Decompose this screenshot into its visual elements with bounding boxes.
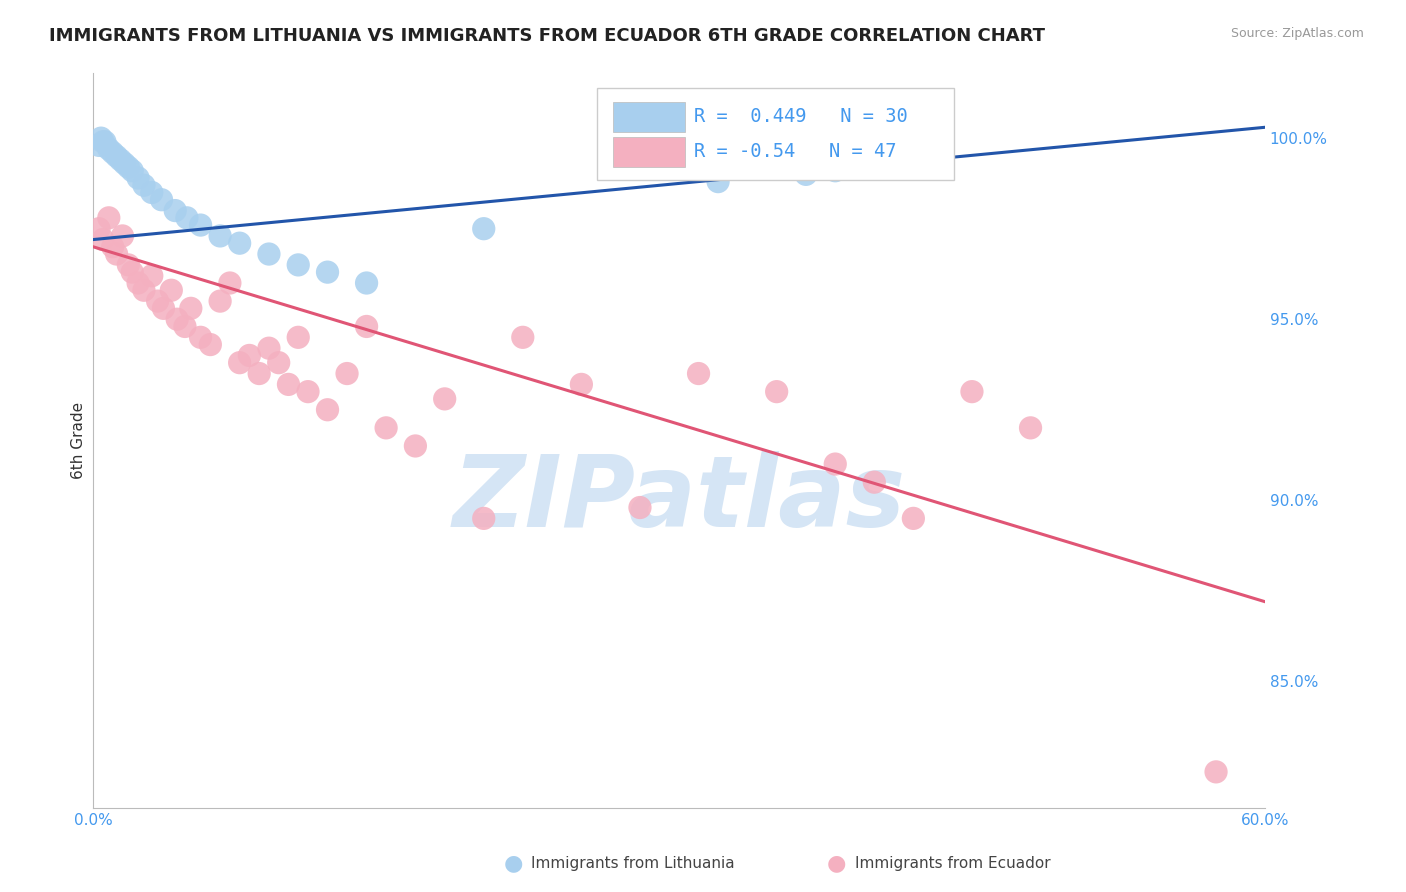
Point (141, 186, 163, 200)
Point (228, 356, 250, 370)
Point (707, 175, 730, 189)
Point (152, 301, 174, 316)
Point (146, 294, 169, 309)
Point (903, 511, 925, 525)
Point (87, 138, 110, 153)
Point (97, 211, 120, 225)
Point (824, 457, 846, 471)
Point (209, 228, 232, 243)
Point (127, 171, 149, 186)
Point (277, 377, 299, 392)
Point (863, 156, 886, 170)
Point (218, 276, 240, 290)
Point (160, 283, 183, 297)
FancyBboxPatch shape (613, 102, 685, 132)
Point (127, 276, 149, 290)
Point (121, 163, 143, 178)
Point (112, 156, 135, 170)
Point (247, 367, 270, 381)
Point (1019, 421, 1042, 435)
Point (97, 142, 120, 156)
Point (433, 392, 456, 406)
Point (356, 276, 378, 290)
Point (111, 228, 134, 243)
Point (316, 265, 339, 279)
Point (257, 247, 280, 261)
Point (91, 233, 114, 247)
Point (110, 153, 132, 167)
Point (101, 240, 124, 254)
Point (375, 421, 398, 435)
Point (141, 268, 163, 283)
Point (190, 218, 212, 232)
Text: ●: ● (503, 854, 523, 873)
Point (512, 330, 534, 344)
Point (765, 384, 787, 399)
Text: ●: ● (827, 854, 846, 873)
Point (94, 135, 117, 149)
Point (105, 149, 128, 163)
Text: ZIPatlas: ZIPatlas (453, 450, 905, 548)
Point (257, 341, 280, 355)
Point (316, 402, 339, 417)
Point (150, 193, 173, 207)
Point (688, 367, 710, 381)
FancyBboxPatch shape (613, 137, 685, 167)
Point (238, 348, 260, 362)
Point (87, 221, 110, 235)
Point (121, 265, 143, 279)
Point (571, 377, 593, 392)
Point (166, 312, 188, 326)
Point (190, 330, 212, 344)
Point (117, 160, 139, 174)
Point (472, 511, 495, 525)
Point (287, 258, 309, 272)
Point (472, 221, 495, 235)
Point (176, 211, 198, 225)
Point (91, 135, 114, 149)
Text: IMMIGRANTS FROM LITHUANIA VS IMMIGRANTS FROM ECUADOR 6TH GRADE CORRELATION CHART: IMMIGRANTS FROM LITHUANIA VS IMMIGRANTS … (49, 27, 1045, 45)
Point (90, 131, 112, 145)
Point (297, 384, 319, 399)
Point (174, 319, 197, 334)
Point (863, 475, 886, 490)
Point (404, 439, 426, 453)
Point (132, 283, 155, 297)
Text: R =  0.449   N = 30: R = 0.449 N = 30 (695, 107, 908, 126)
FancyBboxPatch shape (598, 87, 955, 179)
Point (132, 178, 155, 193)
Point (101, 145, 124, 160)
Point (200, 337, 222, 351)
Point (356, 319, 378, 334)
Point (105, 247, 128, 261)
Text: Source: ZipAtlas.com: Source: ZipAtlas.com (1230, 27, 1364, 40)
Point (287, 330, 309, 344)
Point (1205, 764, 1227, 779)
Point (960, 384, 983, 399)
Text: Immigrants from Ecuador: Immigrants from Ecuador (855, 856, 1050, 871)
Point (794, 167, 817, 181)
Point (267, 356, 290, 370)
Text: R = -0.54   N = 47: R = -0.54 N = 47 (695, 142, 897, 161)
Point (336, 367, 359, 381)
Y-axis label: 6th Grade: 6th Grade (72, 402, 86, 479)
Point (209, 294, 232, 309)
Point (117, 258, 139, 272)
Point (765, 160, 787, 174)
Point (628, 500, 651, 515)
Point (824, 163, 846, 178)
Point (180, 301, 202, 316)
Text: Immigrants from Lithuania: Immigrants from Lithuania (531, 856, 735, 871)
Point (228, 236, 250, 251)
Point (165, 203, 187, 218)
